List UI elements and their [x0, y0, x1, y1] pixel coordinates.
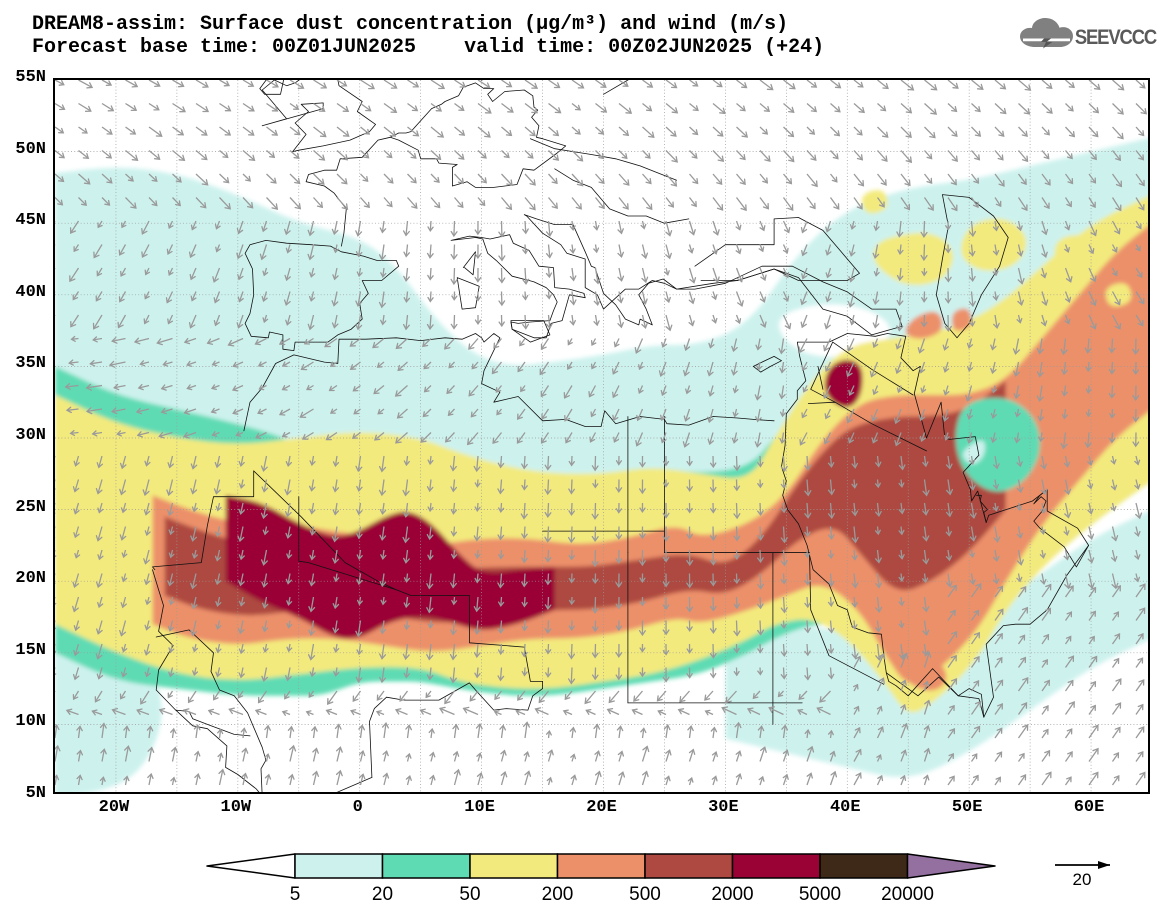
svg-text:5000: 5000: [799, 884, 841, 905]
svg-text:5: 5: [290, 884, 301, 905]
svg-text:2000: 2000: [711, 884, 753, 905]
svg-text:SEEVCCC: SEEVCCC: [1075, 26, 1157, 49]
svg-text:20: 20: [1073, 870, 1092, 889]
svg-text:200: 200: [542, 884, 574, 905]
svg-text:500: 500: [629, 884, 661, 905]
svg-text:20000: 20000: [881, 884, 934, 905]
svg-text:50: 50: [459, 884, 480, 905]
svg-text:20: 20: [372, 884, 393, 905]
